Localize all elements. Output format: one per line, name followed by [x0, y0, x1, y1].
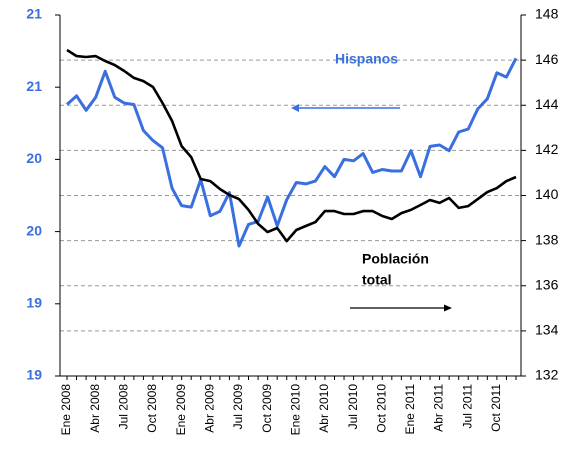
x-tick-label: Oct 2008: [145, 384, 159, 433]
x-tick-label: Oct 2009: [260, 384, 274, 433]
y-tick-label: 20: [26, 150, 42, 166]
y2-tick-label: 138: [535, 231, 559, 247]
x-tick-label: Ene 2008: [59, 384, 73, 436]
y-tick-label: 19: [26, 295, 42, 311]
y2-tick-label: 142: [535, 141, 559, 157]
x-tick-label: Ene 2010: [288, 384, 302, 436]
y2-tick-label: 146: [535, 51, 559, 67]
x-tick-label: Ene 2011: [403, 384, 417, 435]
y-tick-label: 20: [26, 222, 42, 238]
y-tick-label: 21: [26, 6, 42, 22]
x-tick-label: Oct 2010: [374, 384, 388, 433]
x-tick-label: Abr 2008: [88, 384, 102, 433]
y2-tick-label: 132: [535, 367, 559, 383]
annotation: Hispanos: [335, 51, 398, 67]
y-tick-label: 19: [26, 367, 42, 383]
x-tick-label: Abr 2011: [432, 384, 446, 432]
x-tick-label: Jul 2009: [231, 384, 245, 430]
arrow: [350, 304, 452, 312]
x-tick-label: Jul 2011: [460, 384, 474, 429]
y2-tick-label: 136: [535, 276, 559, 292]
y2-tick-label: 140: [535, 186, 559, 202]
y2-tick-label: 148: [535, 6, 559, 22]
line-series: [65, 57, 518, 248]
line-series: [66, 48, 517, 243]
arrow: [291, 104, 400, 112]
x-tick-label: Abr 2010: [317, 384, 331, 433]
y2-tick-label: 134: [535, 322, 559, 338]
plot: 132 134 136 138 140 142 144 146 148 19 19 20 20 21 21 E…: [26, 6, 558, 436]
y2-tick-label: 144: [535, 96, 559, 112]
x-tick-label: Jul 2008: [116, 384, 130, 430]
x-tick-label: Abr 2009: [202, 384, 216, 433]
y-tick-label: 21: [26, 78, 42, 94]
annotation: Población: [362, 251, 429, 267]
x-tick-label: Ene 2009: [174, 384, 188, 436]
x-tick-label: Oct 2011: [489, 384, 503, 432]
x-tick-label: Jul 2010: [346, 384, 360, 430]
annotation: total: [362, 272, 392, 288]
